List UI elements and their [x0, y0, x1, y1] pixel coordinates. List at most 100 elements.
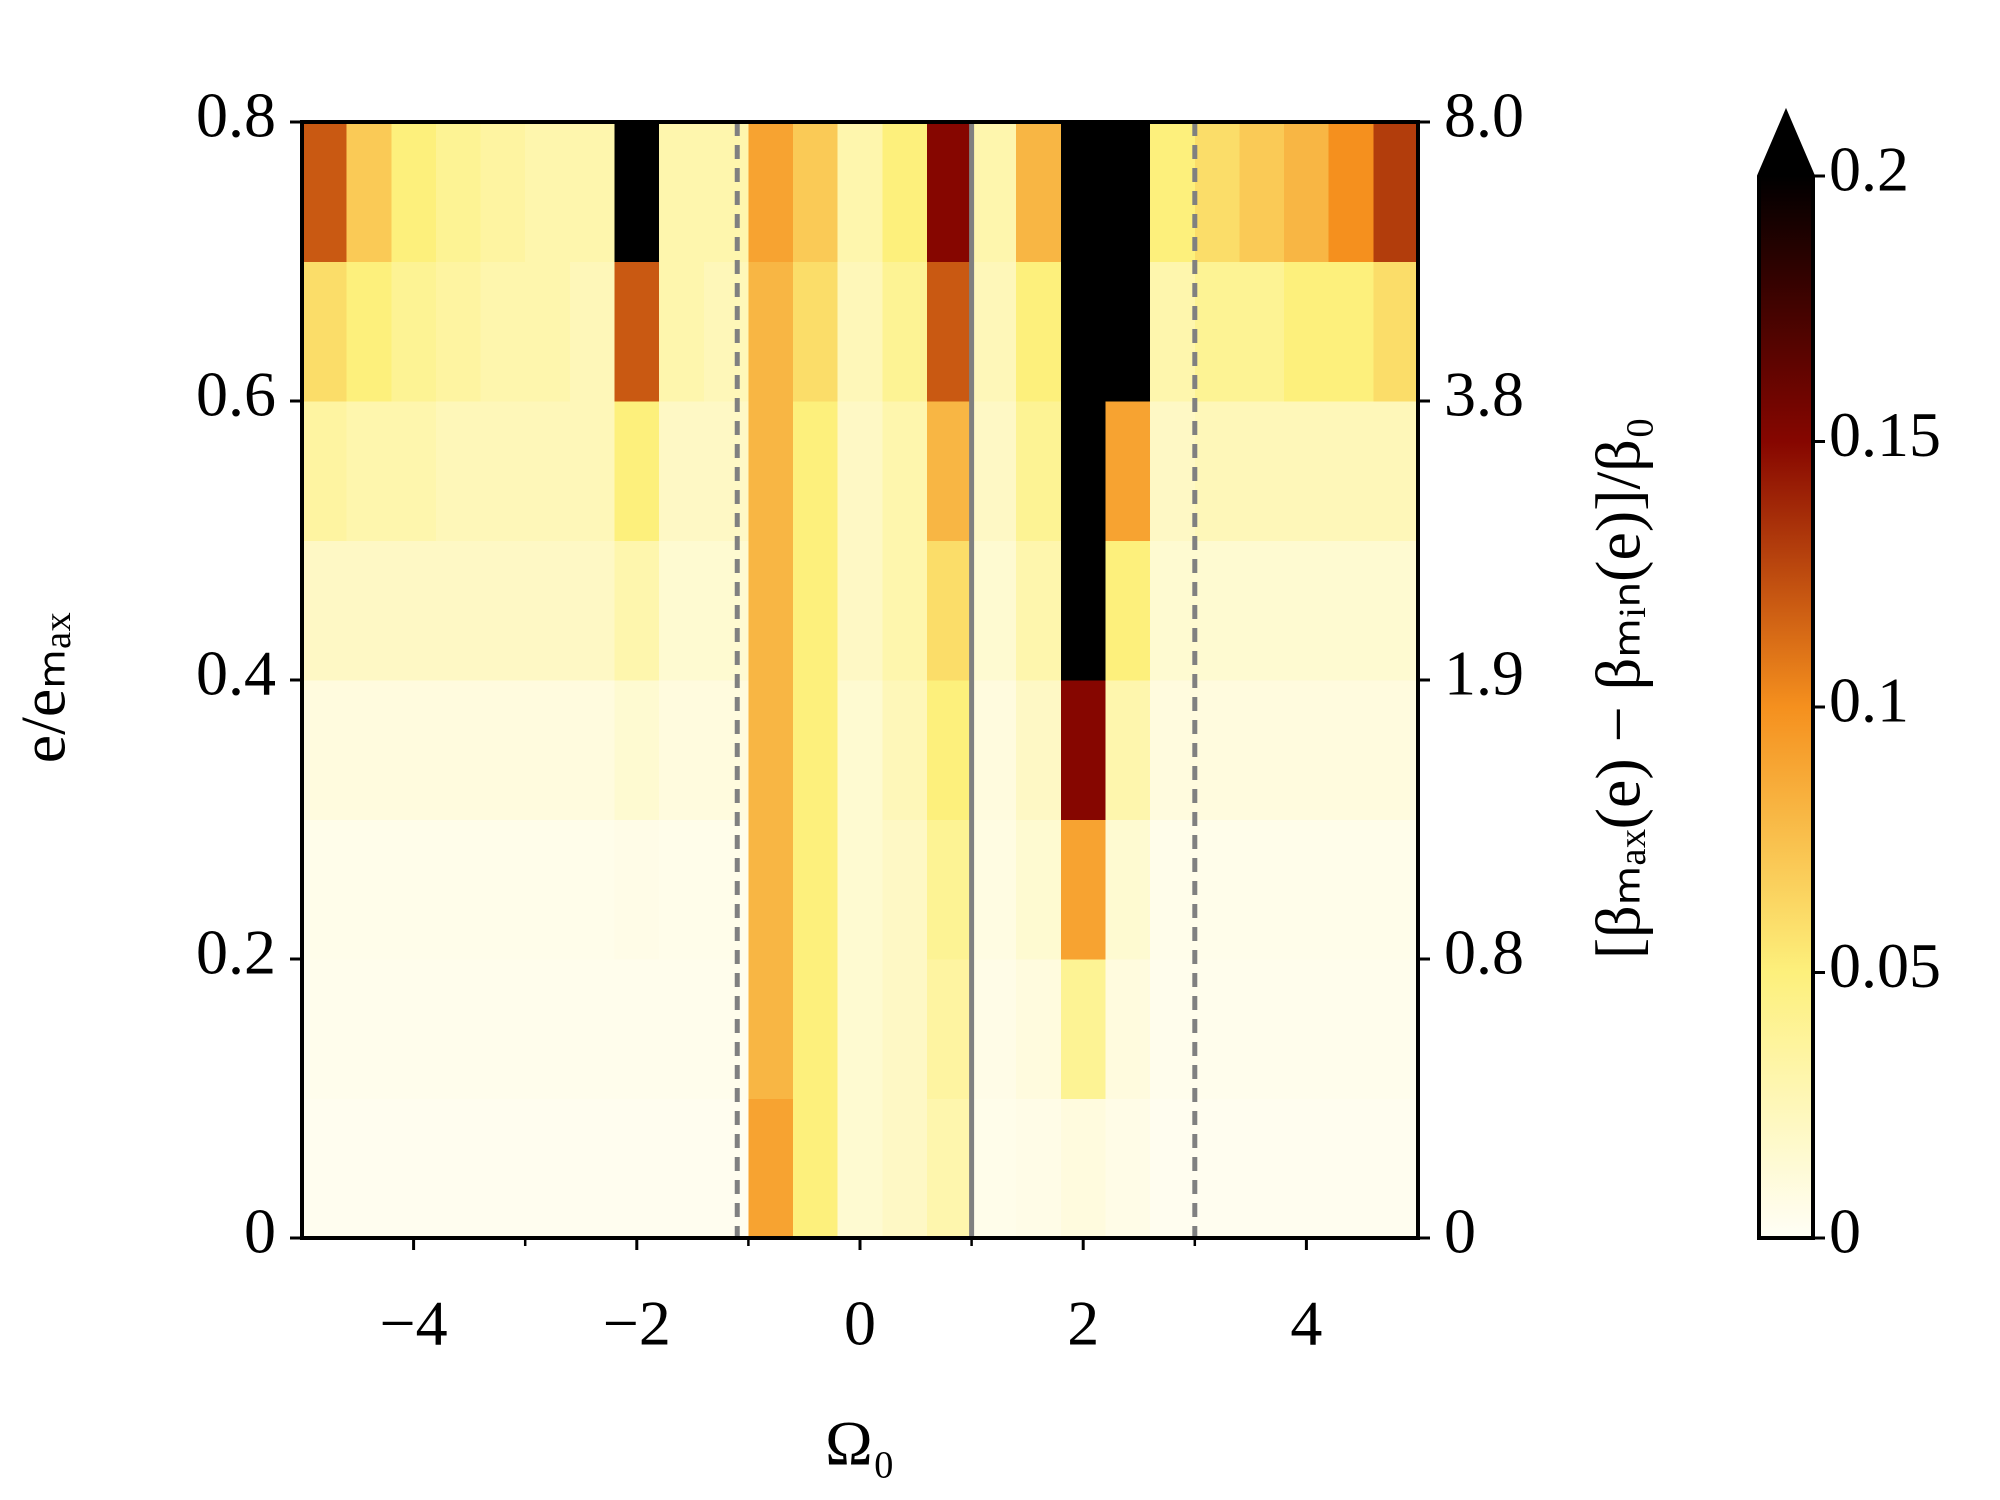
heat-cell — [1239, 819, 1285, 960]
heat-cell — [1105, 1098, 1151, 1239]
heat-cell — [882, 401, 928, 542]
heat-cell — [926, 122, 973, 263]
y-tick-label: 0.6 — [196, 359, 276, 430]
heat-cell — [480, 261, 526, 402]
heat-cell — [391, 401, 437, 542]
y2-tick-label: 3.8 — [1444, 359, 1524, 430]
heat-cell — [659, 680, 705, 821]
heat-cell — [1373, 959, 1419, 1100]
heat-cell — [569, 401, 616, 542]
heat-cell — [391, 680, 437, 821]
heat-cell — [1328, 959, 1374, 1100]
heat-cell — [525, 122, 571, 263]
heat-cell — [748, 261, 794, 402]
heat-cell — [1105, 540, 1151, 681]
heat-cell — [926, 959, 973, 1100]
heat-cell — [614, 261, 660, 402]
heat-cell — [1105, 819, 1151, 960]
heat-cell — [1194, 680, 1241, 821]
heat-cell — [748, 680, 794, 821]
heat-cell — [1105, 122, 1151, 263]
heat-cell — [1284, 122, 1330, 263]
heat-cell — [793, 959, 839, 1100]
heat-cell — [302, 261, 348, 402]
heat-cell — [435, 122, 482, 263]
colorbar — [1759, 176, 1813, 1238]
heat-cell — [391, 959, 437, 1100]
heat-cell — [346, 122, 392, 263]
heat-cell — [302, 401, 348, 542]
heat-cell — [1328, 819, 1374, 960]
heat-cell — [1373, 401, 1419, 542]
x-tick-label: −4 — [380, 1288, 448, 1359]
heat-cell — [971, 401, 1017, 542]
heat-cell — [525, 1098, 571, 1239]
heat-cell — [882, 819, 928, 960]
heat-cell — [1016, 959, 1062, 1100]
heat-cell — [614, 1098, 660, 1239]
heat-cell — [1016, 1098, 1062, 1239]
heat-cell — [1373, 1098, 1419, 1239]
heat-cell — [480, 819, 526, 960]
heat-cell — [659, 959, 705, 1100]
heat-cell — [1239, 540, 1285, 681]
heat-cell — [1150, 122, 1196, 263]
heat-cell — [1328, 540, 1374, 681]
heat-cell — [391, 540, 437, 681]
heat-cell — [659, 1098, 705, 1239]
heat-cell — [837, 540, 883, 681]
heat-cell — [435, 1098, 482, 1239]
heat-cell — [525, 261, 571, 402]
heat-cell — [882, 959, 928, 1100]
x-axis-label: Ω₀ — [825, 1408, 895, 1479]
heat-cell — [569, 959, 616, 1100]
heat-cell — [1373, 540, 1419, 681]
heat-cell — [1150, 819, 1196, 960]
heat-cell — [1239, 401, 1285, 542]
heat-cell — [926, 680, 973, 821]
heat-cell — [926, 261, 973, 402]
heat-cell — [614, 401, 660, 542]
heat-cell — [926, 819, 973, 960]
heat-cell — [1060, 122, 1107, 263]
heat-cell — [1284, 401, 1330, 542]
heat-cell — [1060, 261, 1107, 402]
heat-cell — [837, 122, 883, 263]
x-tick-label: 0 — [844, 1288, 876, 1359]
colorbar-tick-label: 0.05 — [1829, 930, 1941, 1001]
heat-cell — [703, 680, 749, 821]
heat-cell — [882, 122, 928, 263]
heat-cell — [1239, 122, 1285, 263]
heat-cell — [391, 122, 437, 263]
heat-cell — [614, 122, 660, 263]
heat-cell — [971, 959, 1017, 1100]
heat-cell — [302, 680, 348, 821]
heat-cell — [926, 540, 973, 681]
y2-axis-label: [βₘₐₓ(e) − βₘᵢₙ(e)]/β₀ — [1583, 417, 1654, 959]
heat-cell — [1105, 680, 1151, 821]
heat-cell — [1016, 122, 1062, 263]
heat-cell — [614, 819, 660, 960]
heat-cell — [1150, 1098, 1196, 1239]
heat-cell — [882, 261, 928, 402]
heat-cell — [614, 959, 660, 1100]
heat-cell — [793, 680, 839, 821]
heat-cell — [1060, 680, 1107, 821]
heat-cell — [703, 540, 749, 681]
heat-cell — [659, 401, 705, 542]
heat-cell — [971, 261, 1017, 402]
heat-cell — [346, 680, 392, 821]
heat-cell — [302, 540, 348, 681]
heat-cell — [1150, 680, 1196, 821]
heat-cell — [391, 261, 437, 402]
heat-cell — [1328, 261, 1374, 402]
heat-cell — [1194, 122, 1241, 263]
heat-cell — [435, 959, 482, 1100]
heat-cell — [1284, 680, 1330, 821]
heat-cell — [346, 261, 392, 402]
heat-cell — [659, 540, 705, 681]
heat-cell — [346, 819, 392, 960]
heat-cell — [837, 261, 883, 402]
heat-cell — [1284, 959, 1330, 1100]
heat-cell — [435, 401, 482, 542]
